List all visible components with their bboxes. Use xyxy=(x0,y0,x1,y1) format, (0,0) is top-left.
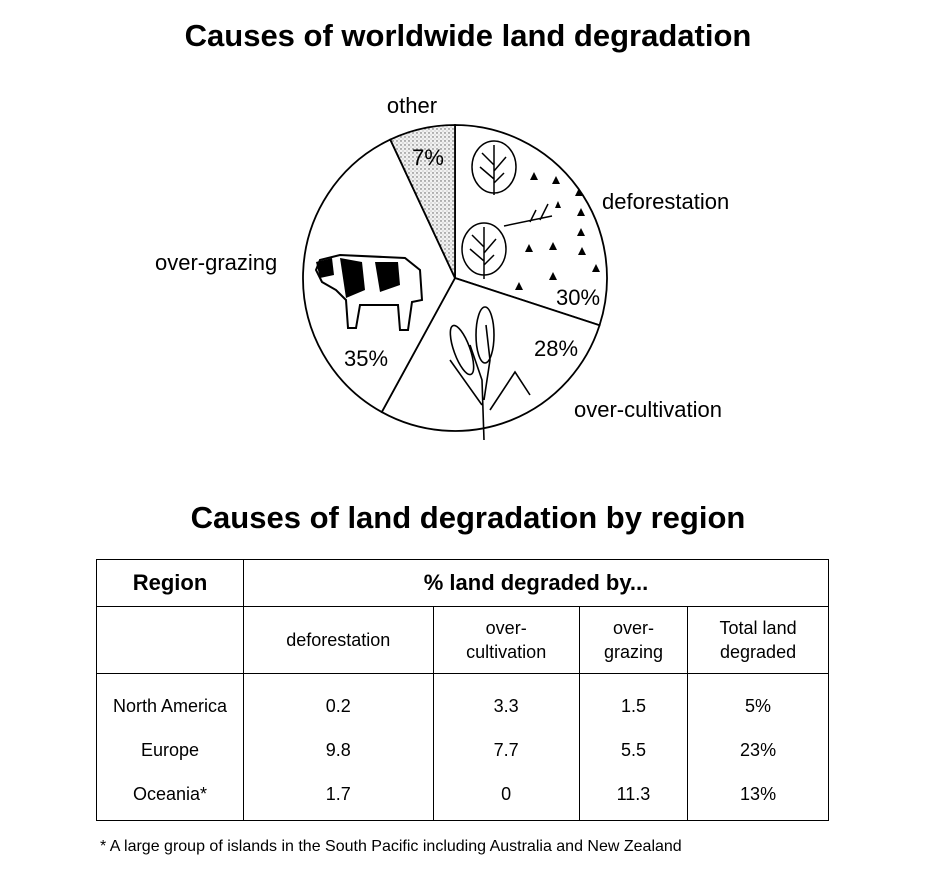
row-region: North America xyxy=(96,673,244,728)
table-cell: 0 xyxy=(432,772,580,821)
table-cell: 1.7 xyxy=(243,772,434,821)
column-header: over-cultivation xyxy=(432,606,580,674)
pie-label-deforestation: deforestation xyxy=(602,189,729,214)
table-cell: 5.5 xyxy=(578,728,689,772)
pie-label-over-grazing: over-grazing xyxy=(155,250,277,275)
tree-stumps-icon xyxy=(503,172,600,290)
table-cell: 13% xyxy=(687,772,829,821)
column-header: over-grazing xyxy=(578,606,689,674)
column-header: Total land degraded xyxy=(687,606,829,674)
pie-value-over-grazing: 35% xyxy=(344,346,388,371)
table-cell: 3.3 xyxy=(432,673,580,728)
pie-chart: deforestation 30% over-cultivation 28% over-… xyxy=(155,93,729,441)
pie-label-over-cultivation: over-cultivation xyxy=(574,397,722,422)
table-cell: 1.5 xyxy=(578,673,689,728)
table-cell: 23% xyxy=(687,728,829,772)
table-row: Oceania* 1.7 0 11.3 13% xyxy=(96,772,829,821)
row-region: Oceania* xyxy=(96,772,244,821)
wheat-icon xyxy=(449,306,531,441)
footnote: * A large group of islands in the South … xyxy=(100,838,682,855)
pie-chart-title: Causes of worldwide land degradation xyxy=(184,18,752,53)
percent-degraded-header: % land degraded by... xyxy=(243,559,829,607)
column-header: deforestation xyxy=(243,606,434,674)
pie-slice-deforestation xyxy=(454,124,608,327)
pie-value-over-cultivation: 28% xyxy=(534,336,578,361)
tree-icon xyxy=(461,222,507,279)
table-cell: 7.7 xyxy=(432,728,580,772)
pie-slice-other xyxy=(389,124,456,279)
tree-icon xyxy=(471,140,517,195)
pie-value-deforestation: 30% xyxy=(556,285,600,310)
table-cell: 0.2 xyxy=(243,673,434,728)
row-region: Europe xyxy=(96,728,244,772)
empty-cell xyxy=(96,606,244,674)
table-row: North America 0.2 3.3 1.5 5% xyxy=(96,673,829,728)
table-cell: 11.3 xyxy=(578,772,689,821)
table-cell: 5% xyxy=(687,673,829,728)
region-table: Region % land degraded by... deforestati… xyxy=(96,559,829,821)
cow-icon xyxy=(314,253,424,331)
table-cell: 9.8 xyxy=(243,728,434,772)
table-row: Europe 9.8 7.7 5.5 23% xyxy=(96,728,829,772)
region-header: Region xyxy=(96,559,244,607)
table-title: Causes of land degradation by region xyxy=(190,500,746,535)
pie-value-other: 7% xyxy=(412,145,444,170)
pie-label-other: other xyxy=(387,93,437,118)
